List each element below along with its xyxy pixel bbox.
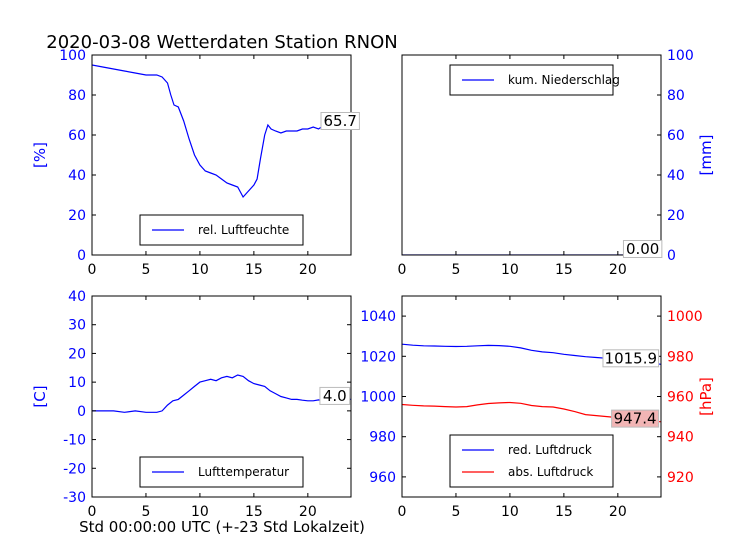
x-tick-label: 5: [451, 262, 460, 278]
legend-entry: abs. Luftdruck: [508, 465, 593, 479]
x-tick-label: 5: [451, 504, 460, 520]
legend: red. Luftdruck abs. Luftdruck: [449, 434, 614, 488]
legend-entry: Lufttemperatur: [198, 465, 289, 479]
legend: rel. Luftfeuchte: [139, 214, 304, 246]
x-tick-label: 0: [398, 262, 407, 278]
y-tick-label-right: 20: [667, 208, 685, 224]
y-tick-label-left: 80: [68, 88, 86, 104]
y-tick-label-left: 0: [77, 404, 86, 420]
y-axis-label-right: [mm]: [697, 135, 715, 176]
figure-xlabel: Std 00:00:00 UTC (+-23 Std Lokalzeit): [79, 518, 365, 536]
y-tick-label-left: -10: [63, 433, 86, 449]
plot-frame: [91, 295, 352, 498]
y-tick-label-left: -20: [63, 461, 86, 477]
x-tick-label: 0: [88, 262, 97, 278]
y-tick-label-right: 60: [667, 128, 685, 144]
panel-4: 0 5 10 15 20 960 980 1000 1020 1040 920 940 960 980 10…: [360, 295, 715, 520]
y-tick-label-left: 10: [68, 375, 86, 391]
y-tick-label-left: 980: [369, 430, 396, 446]
value-label-secondary-box: [611, 409, 660, 428]
value-label-box: [602, 349, 660, 368]
value-label-box: [319, 386, 351, 405]
x-tick-label: 20: [609, 262, 627, 278]
y-tick-label-left: 20: [68, 208, 86, 224]
value-label: 65.7: [324, 112, 357, 130]
x-tick-label: 0: [88, 504, 97, 520]
x-tick-label: 20: [299, 504, 317, 520]
value-label-secondary: 947.4: [614, 410, 657, 428]
y-tick-label-left: 1040: [360, 309, 396, 325]
value-label: 4.0: [323, 387, 347, 405]
y-axis-label-right: [hPa]: [697, 377, 715, 416]
y-tick-label-left: -30: [63, 490, 86, 506]
x-tick-label: 15: [245, 504, 263, 520]
x-tick-label: 10: [191, 262, 209, 278]
y-tick-label-left: 100: [59, 48, 86, 64]
y-tick-label-right: 920: [667, 470, 694, 486]
panel-1: 0 5 10 15 20 0 20 40 60 80 100 [%] 65.7 rel. Luftfeuc…: [31, 48, 360, 278]
y-tick-label-right: 1000: [667, 309, 703, 325]
y-axis-label-left: [%]: [31, 142, 49, 168]
y-tick-label-left: 60: [68, 128, 86, 144]
legend-entry: kum. Niederschlag: [508, 73, 620, 87]
y-axis-label-left: [C]: [31, 385, 49, 407]
x-tick-label: 20: [609, 504, 627, 520]
y-tick-label-left: 40: [68, 168, 86, 184]
legend-entry: red. Luftdruck: [508, 443, 592, 457]
series-line-rel-luftfeuchte: [92, 64, 347, 199]
x-tick-label: 10: [501, 262, 519, 278]
x-tick-label: 5: [141, 504, 150, 520]
x-tick-label: 15: [555, 262, 573, 278]
legend-entry: rel. Luftfeuchte: [198, 223, 289, 237]
y-tick-label-left: 30: [68, 318, 86, 334]
plot-frame: [401, 54, 662, 256]
y-tick-label-left: 1020: [360, 349, 396, 365]
value-label: 1015.9: [605, 349, 658, 367]
panel-2: 0 5 10 15 20 0 20 40 60 80 100 [mm] 0.00 kum. Nieders…: [398, 48, 715, 278]
y-tick-label-right: 0: [667, 248, 676, 264]
x-tick-label: 20: [299, 262, 317, 278]
y-tick-label-right: 940: [667, 430, 694, 446]
y-tick-label-left: 960: [369, 470, 396, 486]
y-tick-label-left: 40: [68, 289, 86, 305]
y-tick-label-left: 20: [68, 346, 86, 362]
value-label-box: [622, 240, 663, 258]
value-label: 0.00: [626, 240, 659, 258]
x-tick-label: 5: [141, 262, 150, 278]
x-tick-label: 10: [191, 504, 209, 520]
legend: kum. Niederschlag: [449, 64, 620, 96]
series-line-lufttemperatur: [92, 374, 351, 413]
value-label-box: [320, 112, 360, 130]
panel-3: 0 5 10 15 20 -30 -20 -10 0 10 20 30 40 [C] 4.0 Lufttemp…: [31, 289, 352, 520]
x-tick-label: 15: [555, 504, 573, 520]
y-tick-label-right: 80: [667, 88, 685, 104]
legend-frame: [449, 434, 614, 488]
y-tick-label-right: 960: [667, 390, 694, 406]
y-tick-label-left: 1000: [360, 390, 396, 406]
legend: Lufttemperatur: [139, 456, 304, 488]
y-tick-label-right: 980: [667, 349, 694, 365]
y-tick-label-right: 100: [667, 48, 694, 64]
x-tick-label: 0: [398, 504, 407, 520]
x-tick-label: 15: [245, 262, 263, 278]
y-tick-label-right: 40: [667, 168, 685, 184]
y-tick-label-left: 0: [77, 248, 86, 264]
x-tick-label: 10: [501, 504, 519, 520]
figure-title: 2020-03-08 Wetterdaten Station RNON: [46, 32, 397, 53]
plot-frame: [91, 54, 352, 256]
